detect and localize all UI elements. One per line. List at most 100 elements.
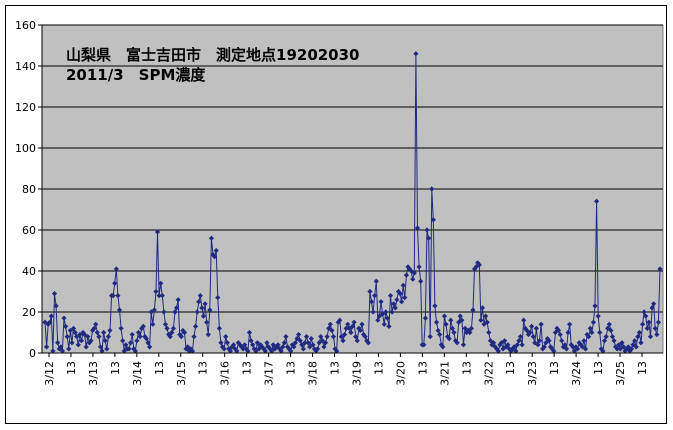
data-point bbox=[272, 346, 278, 352]
data-point bbox=[451, 329, 457, 336]
data-point bbox=[538, 321, 544, 327]
data-point bbox=[242, 342, 248, 348]
data-point bbox=[652, 325, 658, 331]
data-point bbox=[153, 288, 159, 295]
data-point bbox=[189, 348, 196, 354]
x-tick-label: 13 bbox=[460, 361, 473, 375]
data-point bbox=[557, 331, 563, 338]
data-point bbox=[181, 329, 188, 336]
data-point bbox=[592, 303, 598, 309]
data-point bbox=[341, 331, 348, 338]
data-point bbox=[411, 270, 417, 276]
data-point bbox=[519, 342, 525, 348]
data-point bbox=[63, 323, 69, 329]
data-point bbox=[240, 346, 246, 352]
data-point bbox=[197, 293, 203, 299]
y-tick-label: 120 bbox=[15, 101, 36, 114]
data-point bbox=[364, 338, 370, 344]
data-point bbox=[322, 340, 329, 346]
data-point bbox=[338, 334, 345, 340]
data-point bbox=[633, 344, 639, 350]
data-point bbox=[628, 346, 635, 352]
data-point bbox=[121, 348, 127, 354]
data-point bbox=[384, 315, 390, 321]
data-point bbox=[638, 340, 644, 346]
data-point bbox=[632, 338, 638, 344]
y-tick-label: 160 bbox=[15, 19, 36, 32]
data-point bbox=[587, 325, 593, 331]
data-point bbox=[437, 331, 443, 338]
data-point bbox=[422, 315, 429, 321]
data-point bbox=[291, 344, 297, 350]
data-point bbox=[66, 346, 72, 352]
data-point bbox=[158, 280, 164, 286]
data-point bbox=[359, 321, 365, 327]
data-point bbox=[492, 344, 498, 350]
data-point bbox=[72, 329, 78, 336]
data-point bbox=[259, 344, 265, 350]
data-point bbox=[113, 266, 119, 272]
x-tick-label: 3/12 bbox=[43, 361, 56, 386]
data-point bbox=[207, 307, 213, 313]
data-point bbox=[563, 346, 570, 352]
data-point bbox=[418, 278, 424, 284]
data-point bbox=[489, 342, 495, 348]
data-point bbox=[93, 321, 99, 327]
data-point bbox=[183, 346, 189, 352]
data-point bbox=[321, 344, 327, 350]
data-point bbox=[107, 327, 113, 334]
data-point bbox=[288, 348, 294, 354]
data-point bbox=[636, 329, 642, 336]
data-point bbox=[486, 329, 492, 336]
data-point bbox=[397, 290, 403, 297]
data-point bbox=[597, 329, 603, 336]
data-point bbox=[427, 334, 433, 340]
data-point bbox=[532, 340, 538, 346]
data-point bbox=[75, 342, 81, 348]
data-point bbox=[514, 342, 520, 348]
data-point bbox=[162, 321, 169, 327]
data-point bbox=[609, 334, 616, 340]
data-point bbox=[276, 346, 283, 352]
data-point bbox=[351, 319, 357, 325]
data-point bbox=[616, 342, 622, 348]
data-point bbox=[593, 198, 600, 204]
data-point bbox=[273, 344, 280, 350]
data-point bbox=[307, 344, 313, 350]
data-point bbox=[50, 348, 56, 354]
data-point bbox=[161, 309, 167, 315]
y-tick-label: 100 bbox=[15, 142, 36, 155]
data-point bbox=[373, 278, 379, 284]
data-point bbox=[51, 290, 58, 297]
data-point bbox=[177, 331, 183, 338]
data-point bbox=[521, 317, 527, 323]
data-point bbox=[166, 331, 172, 338]
y-tick-label: 20 bbox=[22, 306, 36, 319]
data-point bbox=[151, 307, 157, 313]
data-point bbox=[223, 334, 229, 340]
data-point bbox=[281, 340, 287, 346]
data-point bbox=[43, 344, 50, 350]
x-tick-label: 13 bbox=[285, 361, 298, 375]
data-point bbox=[70, 325, 77, 331]
data-point bbox=[391, 301, 397, 307]
data-point bbox=[468, 325, 474, 331]
data-point bbox=[167, 334, 173, 340]
x-tick-label: 3/15 bbox=[175, 361, 188, 386]
data-point bbox=[598, 346, 604, 352]
x-tick-label: 3/16 bbox=[219, 361, 232, 386]
data-point bbox=[99, 348, 105, 354]
x-tick-label: 13 bbox=[592, 361, 605, 375]
data-point bbox=[376, 313, 383, 319]
data-point bbox=[199, 305, 205, 311]
data-point bbox=[448, 317, 454, 323]
data-point bbox=[205, 331, 211, 338]
data-point bbox=[248, 338, 254, 344]
data-point bbox=[89, 327, 96, 334]
data-point bbox=[173, 305, 180, 311]
y-tick-label: 0 bbox=[29, 347, 36, 360]
x-tick-label: 13 bbox=[636, 361, 649, 375]
data-point bbox=[215, 295, 221, 301]
data-point bbox=[490, 340, 497, 346]
data-point bbox=[541, 344, 547, 350]
